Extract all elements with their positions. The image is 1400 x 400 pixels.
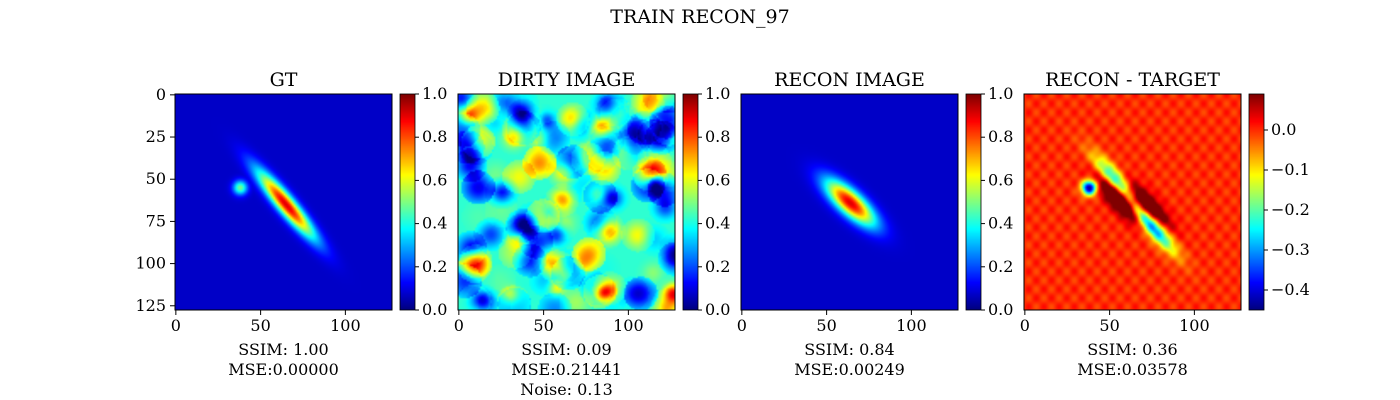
y-tick-label: 125	[135, 296, 166, 315]
colorbar-tick-label: 0.2	[422, 257, 447, 276]
panel-title: DIRTY IMAGE	[498, 69, 636, 91]
panel-1: GT 0 50 100 0 25 50 75 100 125 0.0 0.2 0.4 0.6 0.8 1.0 S…	[135, 69, 447, 379]
x-tick-label: 0	[171, 316, 181, 335]
x-tick-label: 50	[533, 316, 553, 335]
colorbar-tick-label: −0.1	[1271, 160, 1310, 179]
colorbar-tick-label: 0.4	[422, 214, 447, 233]
colorbar-frame	[682, 93, 699, 311]
colorbar-tick-label: 0.0	[422, 300, 447, 319]
y-tick-label: 25	[146, 127, 166, 146]
colorbar	[1249, 94, 1264, 310]
colorbar-tick-label: 0.6	[988, 170, 1013, 189]
colorbar-tick-label: 0.8	[705, 127, 730, 146]
y-tick-label: 100	[135, 254, 166, 273]
colorbar-tick-label: 0.0	[1271, 120, 1296, 139]
colorbar-tick-label: 0.6	[705, 170, 730, 189]
panel-4: RECON - TARGET 0 50 100 −0.4 −0.3 −0.2 −0.1 0.0 S…	[1020, 69, 1310, 379]
metric-caption: SSIM: 0.84	[804, 340, 894, 359]
colorbar-tick-label: 0.8	[422, 127, 447, 146]
colorbar-tick-label: 0.2	[988, 257, 1013, 276]
x-tick-label: 50	[250, 316, 270, 335]
metric-caption: MSE:0.00000	[228, 360, 339, 379]
colorbar	[400, 94, 415, 310]
panel-title: GT	[270, 69, 298, 91]
colorbar-tick-label: 0.2	[705, 257, 730, 276]
heatmap-image	[175, 94, 392, 310]
x-tick-label: 0	[1020, 316, 1030, 335]
y-tick-label: 50	[146, 169, 166, 188]
x-tick-label: 100	[1179, 316, 1210, 335]
colorbar-tick-label: 0.6	[422, 170, 447, 189]
panels: GT 0 50 100 0 25 50 75 100 125 0.0 0.2 0.4 0.6 0.8 1.0 S…	[135, 69, 1309, 399]
colorbar-frame	[965, 93, 982, 311]
metric-caption: MSE:0.21441	[511, 360, 622, 379]
axes-frame	[457, 93, 676, 311]
panel-2: DIRTY IMAGE 0 50 100 0.0 0.2 0.4 0.6 0.8 1.0 SSIM:…	[454, 69, 731, 399]
colorbar-tick-label: 1.0	[422, 84, 447, 103]
heatmap-image	[1024, 94, 1241, 310]
colorbar-tick-label: 0.8	[988, 127, 1013, 146]
colorbar-tick-label: 0.0	[988, 300, 1013, 319]
heatmap-image	[458, 94, 675, 310]
metric-caption: SSIM: 0.36	[1087, 340, 1177, 359]
x-tick-label: 100	[330, 316, 361, 335]
colorbar-tick-label: 0.0	[705, 300, 730, 319]
panel-title: RECON - TARGET	[1045, 69, 1220, 91]
metric-caption: MSE:0.03578	[1077, 360, 1188, 379]
x-tick-label: 50	[1099, 316, 1119, 335]
figure-suptitle: TRAIN RECON_97	[610, 6, 789, 28]
colorbar-tick-label: −0.2	[1271, 200, 1310, 219]
x-tick-label: 50	[816, 316, 836, 335]
y-tick-label: 0	[156, 85, 166, 104]
colorbar-frame	[399, 93, 416, 311]
colorbar	[683, 94, 698, 310]
heatmap-image	[741, 94, 958, 310]
axes-frame	[1023, 93, 1242, 311]
colorbar-tick-label: 1.0	[988, 84, 1013, 103]
metric-caption: MSE:0.00249	[794, 360, 905, 379]
metric-caption: SSIM: 0.09	[521, 340, 611, 359]
colorbar-tick-label: −0.3	[1271, 240, 1310, 259]
x-tick-label: 100	[613, 316, 644, 335]
colorbar-tick-label: 0.4	[988, 214, 1013, 233]
panel-3: RECON IMAGE 0 50 100 0.0 0.2 0.4 0.6 0.8 1.0 SSIM:…	[737, 69, 1014, 379]
colorbar-tick-label: −0.4	[1271, 280, 1310, 299]
metric-caption: Noise: 0.13	[520, 380, 613, 399]
axes-frame	[174, 93, 393, 311]
panel-title: RECON IMAGE	[774, 69, 925, 91]
y-tick-label: 75	[146, 211, 166, 230]
x-tick-label: 100	[896, 316, 927, 335]
colorbar-frame	[1248, 93, 1265, 311]
colorbar-tick-label: 0.4	[705, 214, 730, 233]
axes-frame	[740, 93, 959, 311]
x-tick-label: 0	[737, 316, 747, 335]
metric-caption: SSIM: 1.00	[238, 340, 328, 359]
colorbar	[966, 94, 981, 310]
colorbar-tick-label: 1.0	[705, 84, 730, 103]
x-tick-label: 0	[454, 316, 464, 335]
